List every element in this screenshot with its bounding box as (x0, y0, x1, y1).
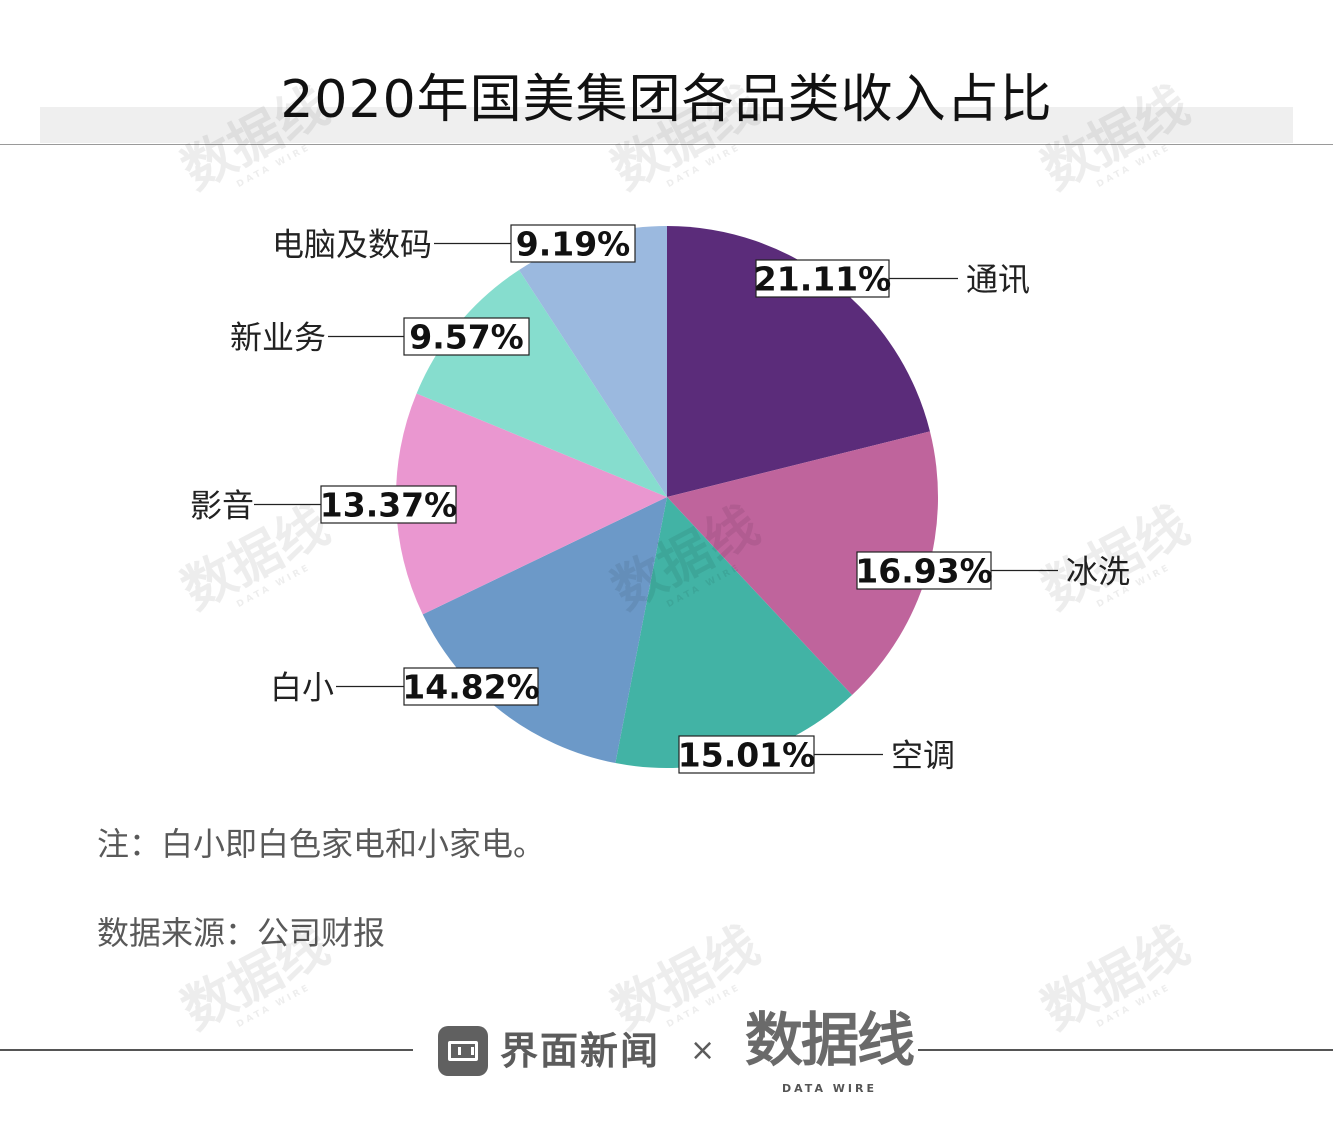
value-label-box-1 (755, 259, 890, 298)
category-label-6: 新业务 (230, 319, 326, 357)
value-label-box-2 (856, 551, 992, 590)
value-label-box-6 (403, 317, 530, 356)
times-sign: × (690, 1033, 716, 1068)
value-label-5: 13.37% (320, 486, 457, 525)
category-label-7: 电脑及数码 (272, 226, 432, 264)
category-label-4: 白小 (270, 669, 334, 707)
pie-slice-1 (667, 226, 930, 497)
value-label-box-5 (320, 485, 457, 524)
jiemian-logo-icon (438, 1026, 488, 1076)
pie-slice-7 (519, 226, 667, 497)
pie-slice-5 (395, 393, 667, 615)
pie-slice-3 (615, 497, 853, 769)
title-divider (0, 144, 1333, 145)
value-label-7: 9.19% (516, 225, 631, 264)
value-label-box-4 (403, 667, 539, 706)
publisher-name: 界面新闻 (500, 1029, 661, 1073)
value-label-box-7 (510, 224, 636, 263)
category-label-5: 影音 (190, 487, 254, 525)
category-label-1: 通讯 (966, 261, 1030, 299)
title-band (40, 107, 1293, 143)
value-label-2: 16.93% (855, 552, 992, 591)
value-label-3: 15.01% (678, 736, 815, 775)
footer-rule-left (0, 1049, 413, 1051)
datawire-logo-subtitle: DATA WIRE (782, 1082, 877, 1095)
footnote: 注：白小即白色家电和小家电。 (97, 825, 546, 863)
category-label-2: 冰洗 (1066, 553, 1130, 591)
value-label-1: 21.11% (754, 260, 891, 299)
footer-rule-right (918, 1049, 1333, 1051)
chart-title: 2020年国美集团各品类收入占比 (280, 70, 1053, 130)
data-source: 数据来源：公司财报 (97, 914, 386, 952)
value-label-box-3 (678, 735, 815, 774)
value-label-4: 14.82% (402, 668, 539, 707)
datawire-logo: 数据线 (745, 1006, 915, 1074)
category-label-3: 空调 (891, 737, 955, 775)
value-label-6: 9.57% (409, 318, 524, 357)
pie-slice-2 (667, 431, 939, 696)
